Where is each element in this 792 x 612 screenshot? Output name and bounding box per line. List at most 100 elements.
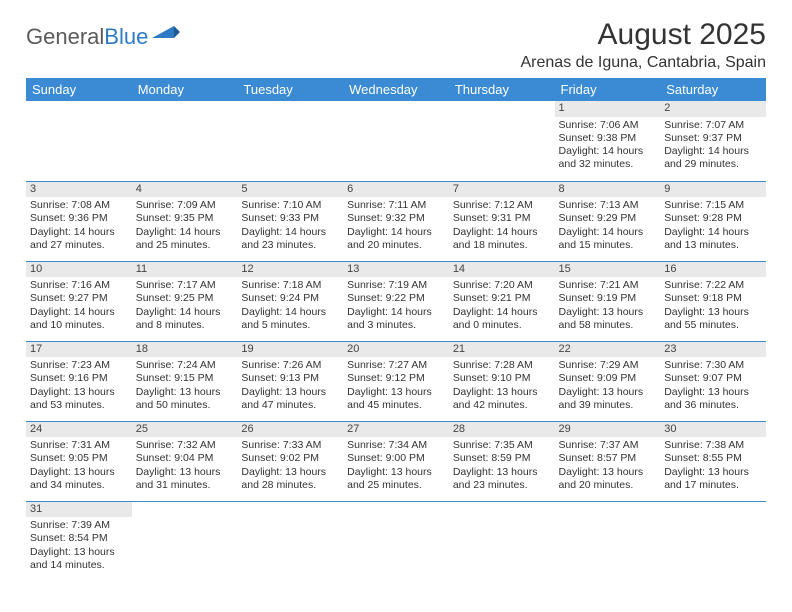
day-number: 29 — [555, 422, 661, 438]
day-number: 27 — [343, 422, 449, 438]
day-details: Sunrise: 7:07 AMSunset: 9:37 PMDaylight:… — [664, 119, 762, 172]
day-number: 18 — [132, 342, 238, 358]
calendar-cell — [237, 501, 343, 581]
day-number: 17 — [26, 342, 132, 358]
day-details: Sunrise: 7:17 AMSunset: 9:25 PMDaylight:… — [136, 279, 234, 332]
header-wednesday: Wednesday — [343, 78, 449, 101]
day-details: Sunrise: 7:30 AMSunset: 9:07 PMDaylight:… — [664, 359, 762, 412]
calendar-cell: 31Sunrise: 7:39 AMSunset: 8:54 PMDayligh… — [26, 501, 132, 581]
calendar-row: 24Sunrise: 7:31 AMSunset: 9:05 PMDayligh… — [26, 421, 766, 501]
day-details: Sunrise: 7:32 AMSunset: 9:04 PMDaylight:… — [136, 439, 234, 492]
day-number: 22 — [555, 342, 661, 358]
calendar-cell: 9Sunrise: 7:15 AMSunset: 9:28 PMDaylight… — [660, 181, 766, 261]
day-number: 28 — [449, 422, 555, 438]
calendar-cell — [237, 101, 343, 181]
calendar-cell: 17Sunrise: 7:23 AMSunset: 9:16 PMDayligh… — [26, 341, 132, 421]
day-details: Sunrise: 7:28 AMSunset: 9:10 PMDaylight:… — [453, 359, 551, 412]
day-number: 9 — [660, 182, 766, 198]
day-number: 12 — [237, 262, 343, 278]
calendar-cell: 8Sunrise: 7:13 AMSunset: 9:29 PMDaylight… — [555, 181, 661, 261]
calendar-cell: 20Sunrise: 7:27 AMSunset: 9:12 PMDayligh… — [343, 341, 449, 421]
calendar-row: 17Sunrise: 7:23 AMSunset: 9:16 PMDayligh… — [26, 341, 766, 421]
day-details: Sunrise: 7:35 AMSunset: 8:59 PMDaylight:… — [453, 439, 551, 492]
day-details: Sunrise: 7:29 AMSunset: 9:09 PMDaylight:… — [559, 359, 657, 412]
month-title: August 2025 — [521, 18, 767, 52]
calendar-cell: 5Sunrise: 7:10 AMSunset: 9:33 PMDaylight… — [237, 181, 343, 261]
day-details: Sunrise: 7:37 AMSunset: 8:57 PMDaylight:… — [559, 439, 657, 492]
title-block: August 2025 Arenas de Iguna, Cantabria, … — [521, 18, 767, 72]
day-details: Sunrise: 7:34 AMSunset: 9:00 PMDaylight:… — [347, 439, 445, 492]
day-number: 13 — [343, 262, 449, 278]
day-details: Sunrise: 7:26 AMSunset: 9:13 PMDaylight:… — [241, 359, 339, 412]
calendar-row: 10Sunrise: 7:16 AMSunset: 9:27 PMDayligh… — [26, 261, 766, 341]
day-number: 23 — [660, 342, 766, 358]
day-details: Sunrise: 7:24 AMSunset: 9:15 PMDaylight:… — [136, 359, 234, 412]
calendar-cell: 7Sunrise: 7:12 AMSunset: 9:31 PMDaylight… — [449, 181, 555, 261]
logo: GeneralBlue — [26, 18, 180, 50]
calendar-cell: 12Sunrise: 7:18 AMSunset: 9:24 PMDayligh… — [237, 261, 343, 341]
calendar-cell: 6Sunrise: 7:11 AMSunset: 9:32 PMDaylight… — [343, 181, 449, 261]
calendar-cell: 28Sunrise: 7:35 AMSunset: 8:59 PMDayligh… — [449, 421, 555, 501]
day-details: Sunrise: 7:20 AMSunset: 9:21 PMDaylight:… — [453, 279, 551, 332]
calendar-cell: 14Sunrise: 7:20 AMSunset: 9:21 PMDayligh… — [449, 261, 555, 341]
calendar-cell: 18Sunrise: 7:24 AMSunset: 9:15 PMDayligh… — [132, 341, 238, 421]
calendar-cell — [343, 501, 449, 581]
calendar-row: 31Sunrise: 7:39 AMSunset: 8:54 PMDayligh… — [26, 501, 766, 581]
calendar-cell: 23Sunrise: 7:30 AMSunset: 9:07 PMDayligh… — [660, 341, 766, 421]
day-details: Sunrise: 7:18 AMSunset: 9:24 PMDaylight:… — [241, 279, 339, 332]
day-number: 8 — [555, 182, 661, 198]
day-details: Sunrise: 7:38 AMSunset: 8:55 PMDaylight:… — [664, 439, 762, 492]
calendar-cell: 25Sunrise: 7:32 AMSunset: 9:04 PMDayligh… — [132, 421, 238, 501]
day-details: Sunrise: 7:06 AMSunset: 9:38 PMDaylight:… — [559, 119, 657, 172]
header-friday: Friday — [555, 78, 661, 101]
day-number: 20 — [343, 342, 449, 358]
day-details: Sunrise: 7:16 AMSunset: 9:27 PMDaylight:… — [30, 279, 128, 332]
day-number: 11 — [132, 262, 238, 278]
calendar-cell: 21Sunrise: 7:28 AMSunset: 9:10 PMDayligh… — [449, 341, 555, 421]
calendar-table: Sunday Monday Tuesday Wednesday Thursday… — [26, 78, 766, 581]
calendar-cell: 1 Sunrise: 7:06 AMSunset: 9:38 PMDaylight… — [555, 101, 661, 181]
calendar-cell — [26, 101, 132, 181]
day-details: Sunrise: 7:10 AMSunset: 9:33 PMDaylight:… — [241, 199, 339, 252]
day-number: 4 — [132, 182, 238, 198]
day-number: 5 — [237, 182, 343, 198]
day-number: 16 — [660, 262, 766, 278]
day-number: 10 — [26, 262, 132, 278]
header-tuesday: Tuesday — [237, 78, 343, 101]
calendar-row: 1 Sunrise: 7:06 AMSunset: 9:38 PMDaylight… — [26, 101, 766, 181]
calendar-cell: 27Sunrise: 7:34 AMSunset: 9:00 PMDayligh… — [343, 421, 449, 501]
day-details: Sunrise: 7:22 AMSunset: 9:18 PMDaylight:… — [664, 279, 762, 332]
calendar-cell: 11Sunrise: 7:17 AMSunset: 9:25 PMDayligh… — [132, 261, 238, 341]
day-number: 24 — [26, 422, 132, 438]
day-details: Sunrise: 7:33 AMSunset: 9:02 PMDaylight:… — [241, 439, 339, 492]
day-number: 1 — [555, 101, 661, 117]
calendar-cell: 30Sunrise: 7:38 AMSunset: 8:55 PMDayligh… — [660, 421, 766, 501]
day-details: Sunrise: 7:12 AMSunset: 9:31 PMDaylight:… — [453, 199, 551, 252]
calendar-cell — [132, 101, 238, 181]
day-details: Sunrise: 7:23 AMSunset: 9:16 PMDaylight:… — [30, 359, 128, 412]
day-details: Sunrise: 7:11 AMSunset: 9:32 PMDaylight:… — [347, 199, 445, 252]
day-number: 25 — [132, 422, 238, 438]
logo-text-general: General — [26, 24, 104, 50]
logo-text-blue: Blue — [104, 24, 148, 50]
day-number: 30 — [660, 422, 766, 438]
calendar-cell: 10Sunrise: 7:16 AMSunset: 9:27 PMDayligh… — [26, 261, 132, 341]
day-details: Sunrise: 7:13 AMSunset: 9:29 PMDaylight:… — [559, 199, 657, 252]
day-details: Sunrise: 7:15 AMSunset: 9:28 PMDaylight:… — [664, 199, 762, 252]
calendar-cell — [555, 501, 661, 581]
location: Arenas de Iguna, Cantabria, Spain — [521, 54, 767, 72]
day-number: 7 — [449, 182, 555, 198]
calendar-cell: 19Sunrise: 7:26 AMSunset: 9:13 PMDayligh… — [237, 341, 343, 421]
header: GeneralBlue August 2025 Arenas de Iguna,… — [26, 18, 766, 72]
day-number: 3 — [26, 182, 132, 198]
day-number: 26 — [237, 422, 343, 438]
calendar-cell: 2 Sunrise: 7:07 AMSunset: 9:37 PMDaylight… — [660, 101, 766, 181]
day-number: 21 — [449, 342, 555, 358]
day-number: 14 — [449, 262, 555, 278]
calendar-cell: 22Sunrise: 7:29 AMSunset: 9:09 PMDayligh… — [555, 341, 661, 421]
calendar-cell: 26Sunrise: 7:33 AMSunset: 9:02 PMDayligh… — [237, 421, 343, 501]
weekday-header-row: Sunday Monday Tuesday Wednesday Thursday… — [26, 78, 766, 101]
header-thursday: Thursday — [449, 78, 555, 101]
day-details: Sunrise: 7:08 AMSunset: 9:36 PMDaylight:… — [30, 199, 128, 252]
day-number: 2 — [660, 101, 766, 117]
